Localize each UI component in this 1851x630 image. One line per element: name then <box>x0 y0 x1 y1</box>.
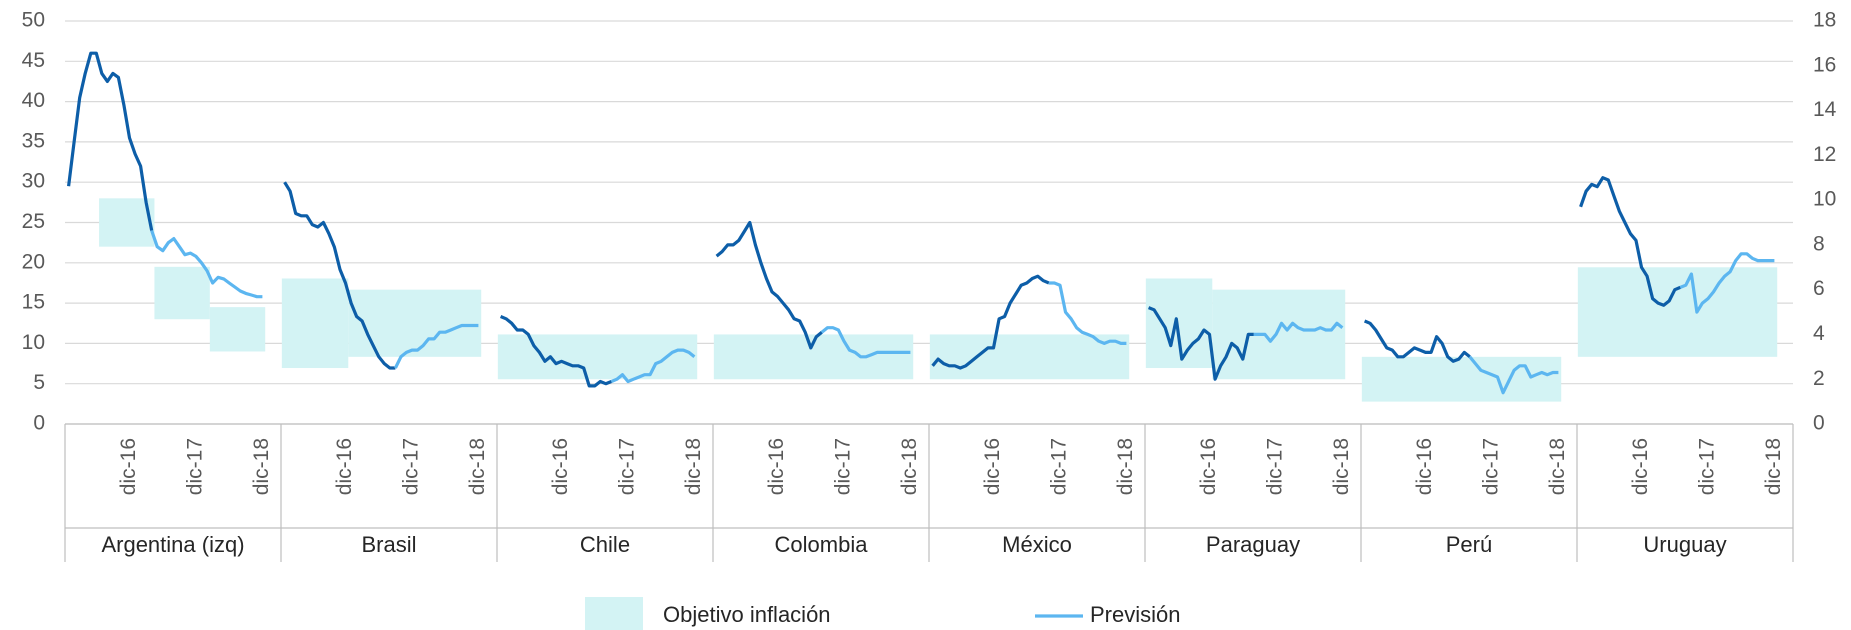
actual-line <box>1148 306 1254 381</box>
target-band <box>929 334 1130 380</box>
x-tick-label: dic-17 <box>184 438 207 495</box>
y2-tick-label: 2 <box>1813 367 1825 390</box>
actual-line <box>931 274 1050 370</box>
forecast-line <box>150 230 263 299</box>
target-band <box>209 307 266 352</box>
y2-tick-label: 8 <box>1813 232 1825 255</box>
actual-line <box>715 220 823 350</box>
x-tick-label: dic-16 <box>1413 438 1436 495</box>
x-tick-label: dic-18 <box>466 438 489 495</box>
x-tick-label: dic-18 <box>682 438 705 495</box>
y-tick-label: 35 <box>22 129 45 152</box>
target-band <box>348 289 482 357</box>
x-tick-label: dic-18 <box>250 438 273 495</box>
y2-tick-label: 14 <box>1813 98 1837 121</box>
actual-line <box>499 315 612 388</box>
group-label: Argentina (izq) <box>101 532 244 557</box>
legend-swatch <box>585 597 643 630</box>
forecast-line <box>393 323 479 369</box>
group-label: México <box>1002 532 1072 557</box>
x-tick-label: dic-16 <box>117 438 140 495</box>
actual-line <box>283 181 396 370</box>
y-tick-label: 20 <box>22 250 45 273</box>
x-tick-label: dic-16 <box>981 438 1004 495</box>
y2-tick-label: 6 <box>1813 277 1825 300</box>
actual-line <box>1579 176 1681 307</box>
y-tick-label: 40 <box>22 89 45 112</box>
forecast-line <box>1679 252 1775 314</box>
group-label: Chile <box>580 532 630 557</box>
x-tick-label: dic-17 <box>400 438 423 495</box>
target-band <box>99 198 155 247</box>
x-tick-label: dic-17 <box>1480 438 1503 495</box>
y-tick-label: 50 <box>22 9 45 32</box>
x-tick-label: dic-16 <box>549 438 572 495</box>
y-tick-label: 0 <box>33 412 45 435</box>
y-tick-label: 15 <box>22 291 45 314</box>
x-tick-label: dic-18 <box>1114 438 1137 495</box>
y2-tick-label: 4 <box>1813 322 1825 345</box>
x-tick-label: dic-17 <box>832 438 855 495</box>
y-tick-label: 30 <box>22 170 45 193</box>
x-tick-label: dic-17 <box>1264 438 1287 495</box>
y2-tick-label: 12 <box>1813 143 1836 166</box>
target-band <box>281 278 349 369</box>
y-tick-label: 5 <box>33 371 45 394</box>
forecast-line <box>1253 321 1344 343</box>
x-tick-label: dic-18 <box>1330 438 1353 495</box>
actual-line <box>1363 319 1471 363</box>
group-label: Colombia <box>775 532 869 557</box>
y-tick-label: 10 <box>22 331 45 354</box>
x-tick-label: dic-17 <box>1048 438 1071 495</box>
legend-label: Previsión <box>1090 602 1180 627</box>
x-tick-label: dic-16 <box>1629 438 1652 495</box>
target-band <box>154 266 210 320</box>
y2-tick-label: 10 <box>1813 188 1836 211</box>
y-tick-label: 25 <box>22 210 45 233</box>
group-label: Brasil <box>361 532 416 557</box>
y2-tick-label: 16 <box>1813 53 1836 76</box>
x-tick-label: dic-18 <box>898 438 921 495</box>
forecast-line <box>610 348 696 384</box>
group-label: Uruguay <box>1643 532 1726 557</box>
forecast-line <box>1468 355 1559 395</box>
y-tick-label: 45 <box>22 49 45 72</box>
group-label: Perú <box>1446 532 1492 557</box>
x-tick-label: dic-18 <box>1546 438 1569 495</box>
target-band <box>1361 356 1562 402</box>
forecast-line <box>1048 281 1127 345</box>
target-band <box>1577 267 1778 357</box>
x-tick-label: dic-17 <box>1696 438 1719 495</box>
x-tick-label: dic-16 <box>333 438 356 495</box>
y2-tick-label: 18 <box>1813 9 1836 32</box>
legend-label: Objetivo inflación <box>663 602 831 627</box>
group-label: Paraguay <box>1206 532 1300 557</box>
target-band <box>1145 278 1213 369</box>
target-band <box>1212 289 1346 380</box>
x-tick-label: dic-18 <box>1762 438 1785 495</box>
x-tick-label: dic-16 <box>765 438 788 495</box>
actual-line <box>67 51 154 231</box>
forecast-line <box>820 326 911 359</box>
x-tick-label: dic-16 <box>1197 438 1220 495</box>
y2-tick-label: 0 <box>1813 412 1825 435</box>
x-tick-label: dic-17 <box>616 438 639 495</box>
